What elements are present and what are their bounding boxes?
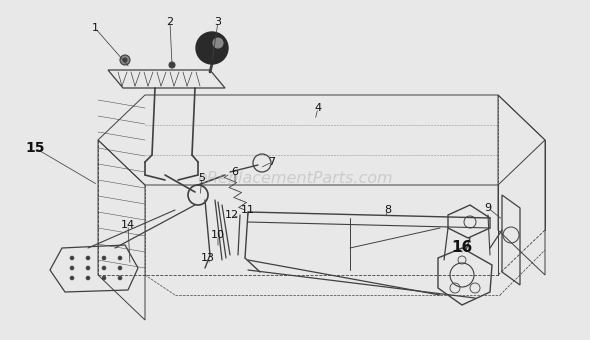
Text: eReplacementParts.com: eReplacementParts.com	[197, 170, 393, 186]
Text: 5: 5	[198, 173, 205, 183]
Text: 15: 15	[25, 141, 45, 155]
Text: 16: 16	[451, 240, 473, 255]
Text: 13: 13	[201, 253, 215, 263]
Circle shape	[196, 32, 228, 64]
Circle shape	[118, 266, 122, 270]
Circle shape	[123, 58, 127, 62]
Text: 8: 8	[385, 205, 392, 215]
Text: 3: 3	[215, 17, 221, 27]
Text: 6: 6	[231, 167, 238, 177]
Text: 4: 4	[314, 103, 322, 113]
Circle shape	[102, 266, 106, 270]
Circle shape	[86, 276, 90, 280]
Text: 2: 2	[166, 17, 173, 27]
Circle shape	[86, 256, 90, 260]
Circle shape	[120, 55, 130, 65]
Text: 11: 11	[241, 205, 255, 215]
Text: 12: 12	[225, 210, 239, 220]
Circle shape	[70, 276, 74, 280]
Circle shape	[102, 276, 106, 280]
Text: 9: 9	[484, 203, 491, 213]
Circle shape	[70, 256, 74, 260]
Text: 1: 1	[91, 23, 99, 33]
Circle shape	[102, 256, 106, 260]
Circle shape	[118, 276, 122, 280]
Circle shape	[70, 266, 74, 270]
Text: 7: 7	[268, 157, 276, 167]
Circle shape	[86, 266, 90, 270]
Circle shape	[213, 38, 223, 48]
Circle shape	[118, 256, 122, 260]
Circle shape	[169, 62, 175, 68]
Text: 10: 10	[211, 230, 225, 240]
Text: 14: 14	[121, 220, 135, 230]
